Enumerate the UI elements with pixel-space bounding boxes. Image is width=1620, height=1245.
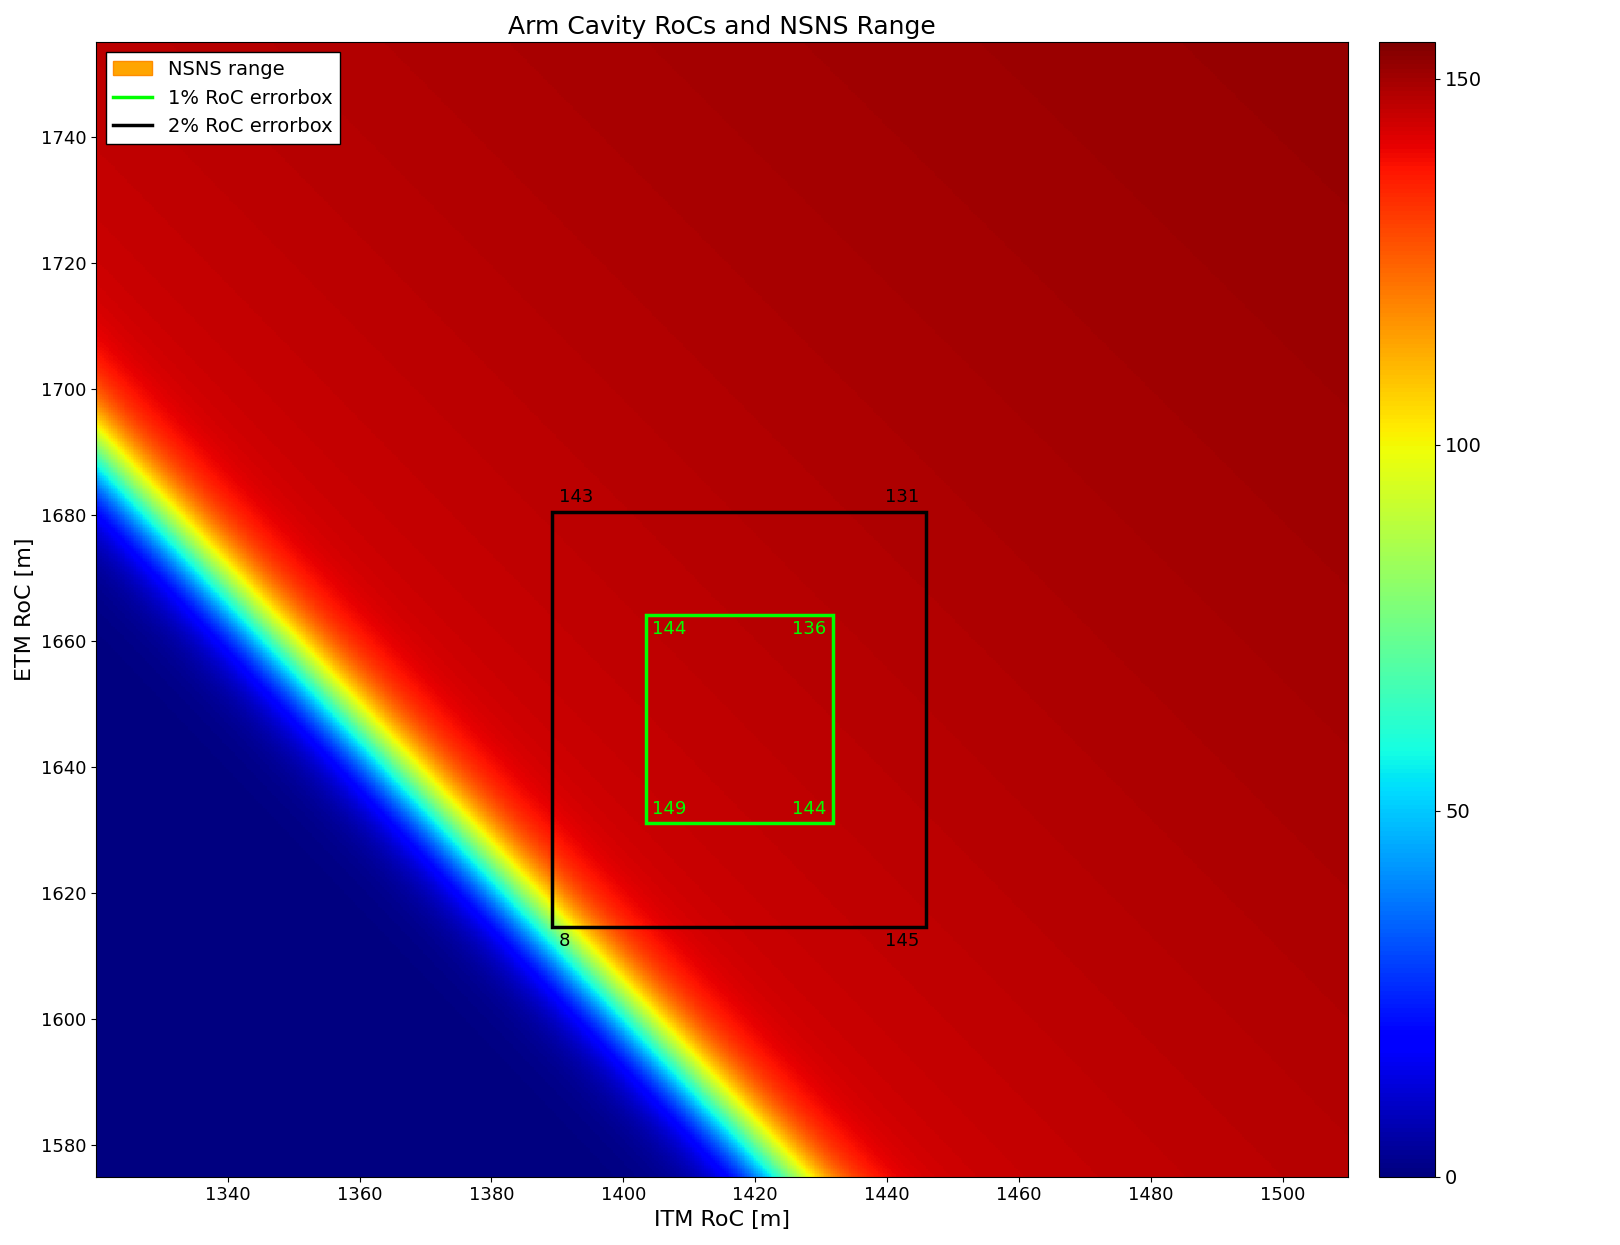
Text: 143: 143 [559,488,593,507]
Text: 145: 145 [885,933,920,950]
Text: 131: 131 [886,488,920,507]
Text: 136: 136 [792,620,826,639]
Bar [552,512,927,926]
Bar [646,615,833,823]
X-axis label: ITM RoC [m]: ITM RoC [m] [654,1210,791,1230]
Y-axis label: ETM RoC [m]: ETM RoC [m] [15,538,36,681]
Title: Arm Cavity RoCs and NSNS Range: Arm Cavity RoCs and NSNS Range [509,15,936,39]
Text: 8: 8 [559,933,570,950]
Text: 144: 144 [653,620,687,639]
Text: 149: 149 [653,801,687,818]
Text: 144: 144 [792,801,826,818]
Legend: NSNS range, 1% RoC errorbox, 2% RoC errorbox: NSNS range, 1% RoC errorbox, 2% RoC erro… [105,52,340,144]
